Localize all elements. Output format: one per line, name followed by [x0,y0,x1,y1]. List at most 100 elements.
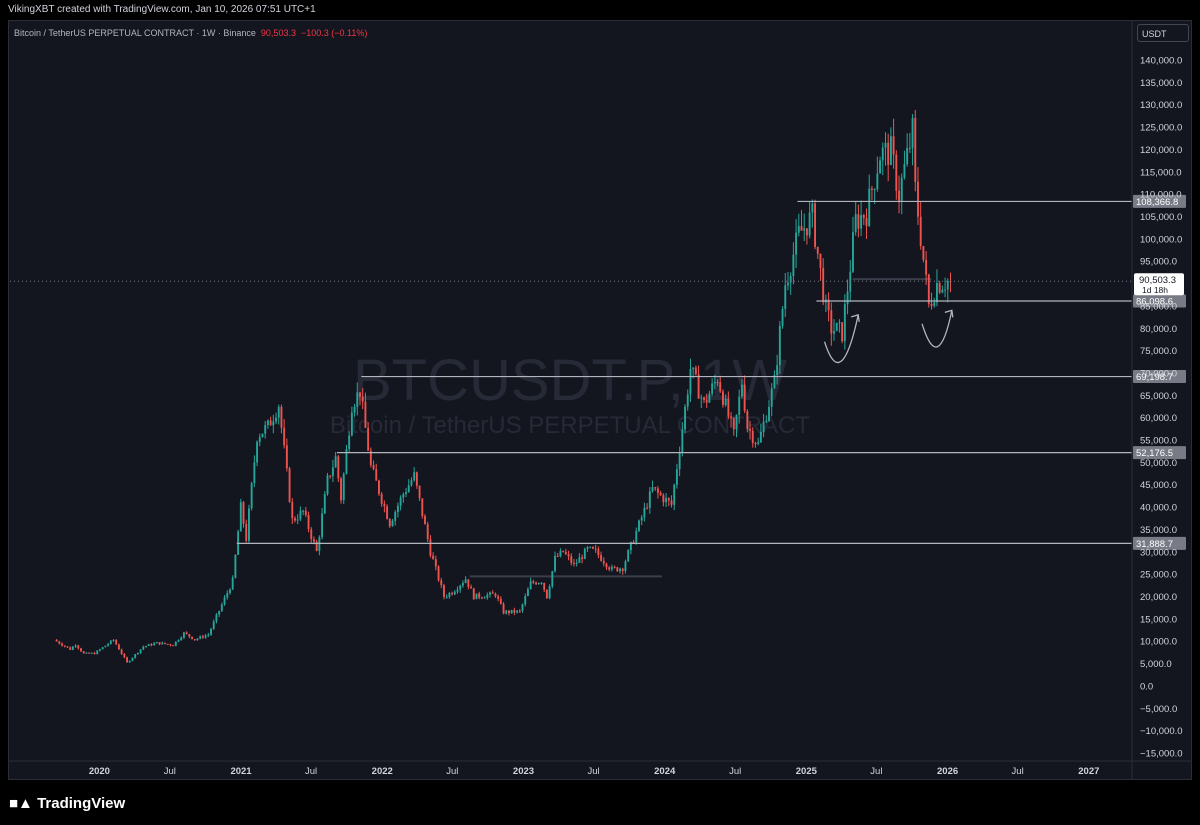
candle-body [711,383,714,394]
candle-body [80,648,82,652]
candle-body [288,468,291,502]
currency-selector[interactable]: USDT [1137,24,1189,42]
candle-body [743,384,746,412]
x-tick-label: Jul [1012,766,1024,777]
candle-body [922,246,925,260]
candle-body [805,228,808,236]
x-tick-label: Jul [446,766,458,777]
candle-body [540,582,543,584]
level-tag [1133,370,1186,384]
candles [55,109,952,663]
candle-body [675,469,678,485]
y-tick-label: 45,000.0 [1140,480,1177,491]
candle-body [797,226,800,233]
candle-body [925,259,928,275]
x-tick-label: 2022 [372,766,393,777]
y-tick-label: 40,000.0 [1140,503,1177,514]
x-axis[interactable]: 2020 Jul 2021 Jul 2022 Jul 2023 Jul 2024 Jul 2025 J… [89,766,1100,777]
candle-body [480,597,483,599]
candle-body [854,214,857,233]
x-tick-label: Jul [587,766,599,777]
candle-body [429,539,432,556]
candle-body [681,429,684,453]
candle-body [204,635,207,638]
candle-body [394,512,397,521]
y-tick-label: 105,000.0 [1140,212,1182,223]
candle-body [749,428,751,431]
candle-body [120,649,123,655]
candle-body [906,147,909,165]
y-tick-label: 115,000.0 [1140,167,1182,178]
candle-body [391,520,394,527]
candle-body [66,646,69,648]
candle-body [451,593,454,595]
candle-body [126,657,129,663]
tv-logo-icon: ■▲ [9,795,33,812]
candle-body [860,215,863,229]
candle-body [789,276,792,283]
candle-body [518,610,521,612]
candle-body [296,519,299,521]
candle-body [545,589,548,599]
candle-body [800,226,803,231]
candle-body [147,644,150,646]
y-axis[interactable]: 140,000.0 135,000.0 130,000.0 125,000.0 120,… [1140,56,1183,760]
candle-body [535,582,538,585]
candle-body [662,495,665,503]
candle-body [938,282,941,293]
candle-body [665,498,668,503]
candle-body [356,392,359,407]
candle-body [424,516,426,525]
candle-body [348,435,351,449]
candle-body [302,510,305,512]
candle-body [692,367,695,370]
candle-body [158,642,161,645]
candle-body [161,642,164,645]
candle-body [299,510,302,520]
candle-body [426,524,429,540]
candle-body [508,610,510,614]
candle-body [895,154,898,191]
y-tick-label: 5,000.0 [1140,659,1172,670]
candle-body [280,406,283,428]
candle-body [277,406,280,418]
y-tick-label: −5,000.0 [1140,704,1177,715]
last-price-tag-value: 90,503.3 [1139,275,1176,286]
candle-body [242,502,245,524]
candle-body [843,304,846,342]
candle-body [275,417,277,422]
candle-body [340,478,342,501]
candle-body [651,487,654,492]
candle-body [212,621,215,629]
candle-body [497,596,500,599]
candle-body [164,642,166,644]
candle-body [648,491,651,508]
y-tick-label: 140,000.0 [1140,56,1182,67]
candle-body [792,254,795,277]
candle-body [705,399,708,403]
chart-frame[interactable] [8,20,1192,780]
candle-body [602,560,605,564]
x-tick-label: Jul [305,766,317,777]
candle-body [816,246,819,254]
candle-body [833,330,835,334]
candle-body [594,548,597,550]
candle-body [378,480,380,494]
candle-body [719,382,722,392]
x-tick-label: Jul [870,766,882,777]
x-tick-label: Jul [729,766,741,777]
candle-body [570,556,573,563]
candle-body [670,500,673,505]
candle-body [145,645,147,647]
candle-body [868,188,871,226]
horizontal-levels[interactable]: 108,366.8 86,098.6 69,198.7 52,176.5 31,888.… [236,194,1186,550]
candle-body [898,190,900,202]
y-tick-label: 75,000.0 [1140,346,1177,357]
candle-body [616,567,619,572]
candle-body [567,554,570,557]
candle-body [58,641,61,644]
candle-body [359,392,361,397]
last-price-marker: 90,503.31d 18h [10,273,1184,296]
candle-body [361,396,364,402]
